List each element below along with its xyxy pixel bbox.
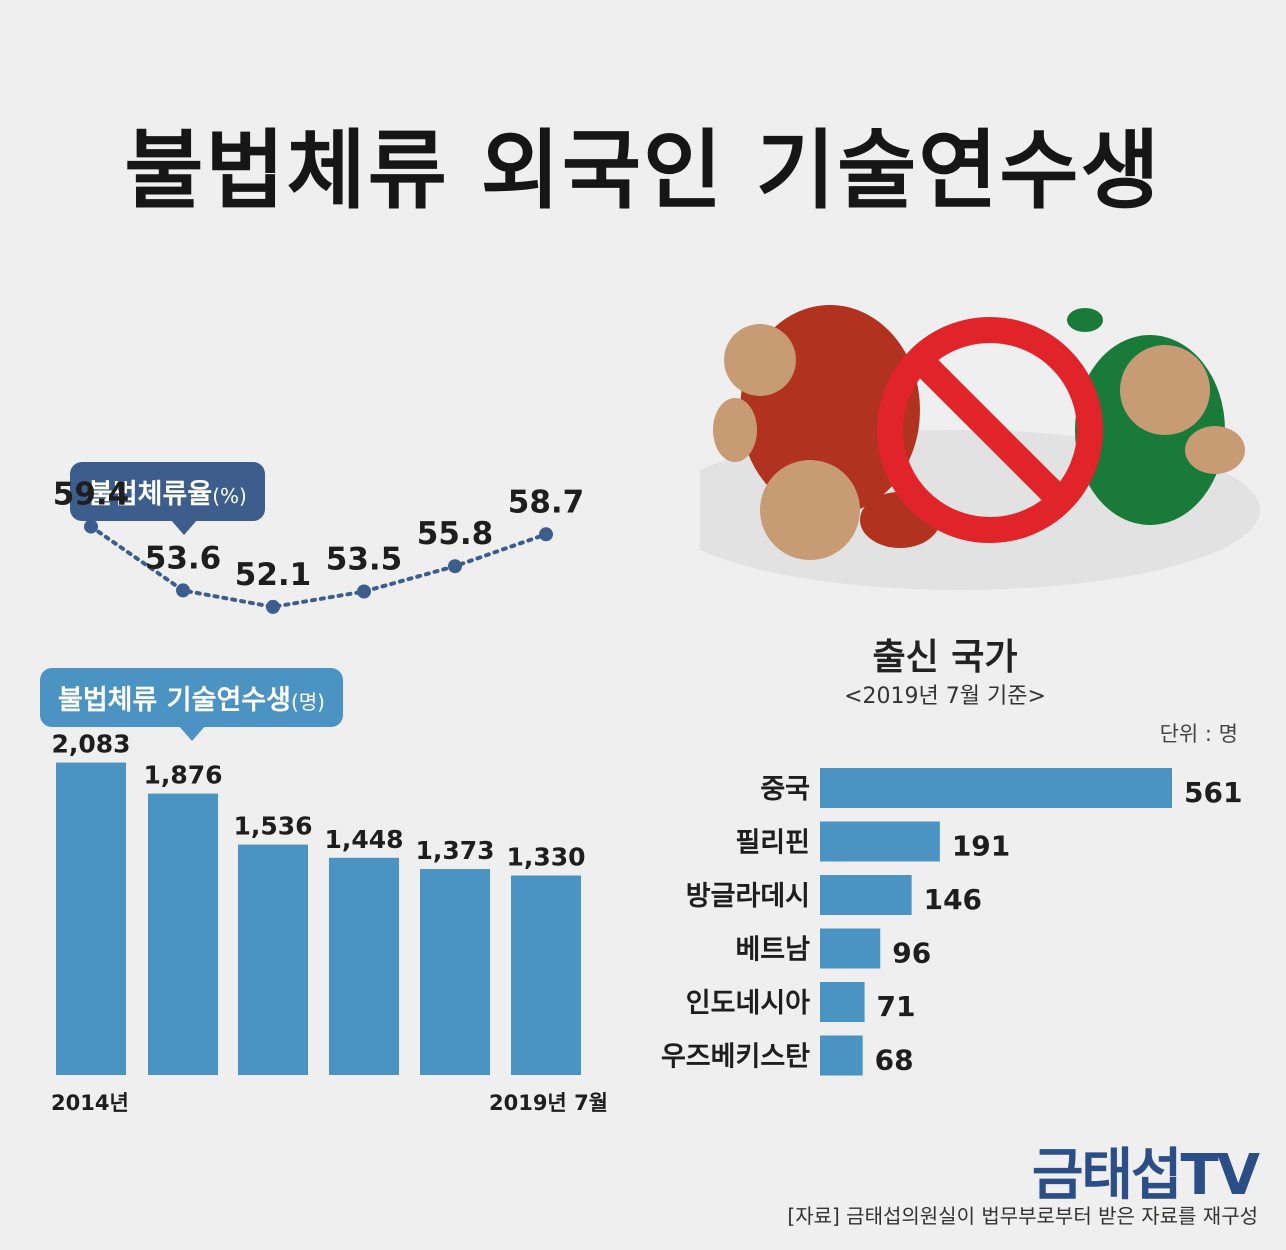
country-bar	[820, 875, 912, 915]
count-legend-unit: (명)	[290, 690, 325, 714]
count-bar	[329, 857, 399, 1075]
rate-point	[266, 599, 280, 614]
illustration	[700, 305, 1260, 590]
country-bar	[820, 1035, 863, 1076]
country-category-label: 우즈베키스탄	[661, 1042, 810, 1073]
country-bar	[820, 768, 1172, 808]
rate-line	[89, 524, 548, 609]
country-bar	[820, 982, 865, 1022]
rate-point	[357, 584, 371, 599]
count-bar	[511, 875, 581, 1075]
count-legend-label: 불법체류 기술연수생	[58, 685, 291, 716]
rate-legend-pill: 불법체류율(%)	[70, 462, 265, 535]
rate-point	[539, 527, 553, 542]
count-value-label: 1,536	[233, 812, 312, 841]
country-chart-title: 출신 국가	[872, 637, 1018, 678]
country-category-label: 방글라데시	[686, 881, 810, 912]
count-category-label: 2014년	[51, 1091, 129, 1115]
country-value-label: 191	[952, 830, 1010, 863]
rate-legend-label: 불법체류율	[88, 479, 213, 510]
count-value-label: 1,373	[415, 836, 494, 865]
count-bar	[238, 844, 308, 1075]
count-bar	[420, 869, 490, 1075]
country-category-label: 중국	[760, 774, 810, 805]
unit-label: 단위 : 명	[1159, 722, 1238, 746]
country-value-label: 561	[1184, 776, 1242, 809]
count-value-label: 1,330	[506, 843, 585, 872]
rate-value-label: 52.1	[235, 557, 312, 593]
country-value-label: 146	[924, 883, 982, 916]
rate-line-chart: 59.4 53.6 52.1 53.5 55.8 58.7	[53, 477, 585, 614]
rate-value-label: 59.4	[53, 477, 130, 513]
country-category-label: 베트남	[735, 935, 810, 966]
illustration-red-figure	[713, 305, 940, 560]
count-value-label: 1,876	[143, 761, 222, 790]
brand-logo: 금태섭TV	[1031, 1143, 1260, 1208]
illustration-green-figure	[1067, 308, 1245, 525]
count-bar-chart: 2,083 2014년 1,876 1,536 1,448 1,373 1,330 2019년…	[51, 730, 608, 1115]
country-chart-subtitle: <2019년 7월 기준>	[844, 684, 1046, 709]
rate-value-label: 55.8	[417, 516, 494, 552]
country-value-label: 96	[892, 937, 931, 970]
count-bar	[148, 793, 218, 1075]
count-legend-pill: 불법체류 기술연수생(명)	[40, 668, 343, 741]
page-title: 불법체류 외국인 기술연수생	[124, 121, 1162, 221]
country-bar	[820, 928, 881, 969]
country-category-label: 인도네시아	[686, 988, 810, 1019]
country-category-label: 필리핀	[735, 828, 810, 859]
rate-legend-unit: (%)	[212, 484, 247, 508]
rate-point	[176, 583, 190, 598]
count-category-label: 2019년 7월	[489, 1091, 608, 1115]
rate-value-label: 58.7	[508, 484, 585, 520]
rate-point	[84, 519, 98, 534]
country-value-label: 68	[875, 1044, 914, 1077]
count-value-label: 1,448	[324, 825, 403, 854]
count-value-label: 2,083	[51, 730, 130, 759]
ban-icon	[877, 317, 1103, 543]
rate-value-label: 53.5	[326, 542, 403, 578]
country-bar-chart: 중국 561 필리핀 191 방글라데시 146 베트남 96 인도네시아 71 우즈베키스탄 68	[661, 768, 1242, 1077]
rate-point	[448, 559, 462, 574]
country-bar	[820, 821, 940, 862]
source-note: [자료] 금태섭의원실이 법무부로부터 받은 자료를 재구성	[787, 1204, 1258, 1228]
rate-value-label: 53.6	[145, 540, 222, 576]
country-value-label: 71	[877, 990, 916, 1023]
count-bar	[56, 762, 126, 1075]
